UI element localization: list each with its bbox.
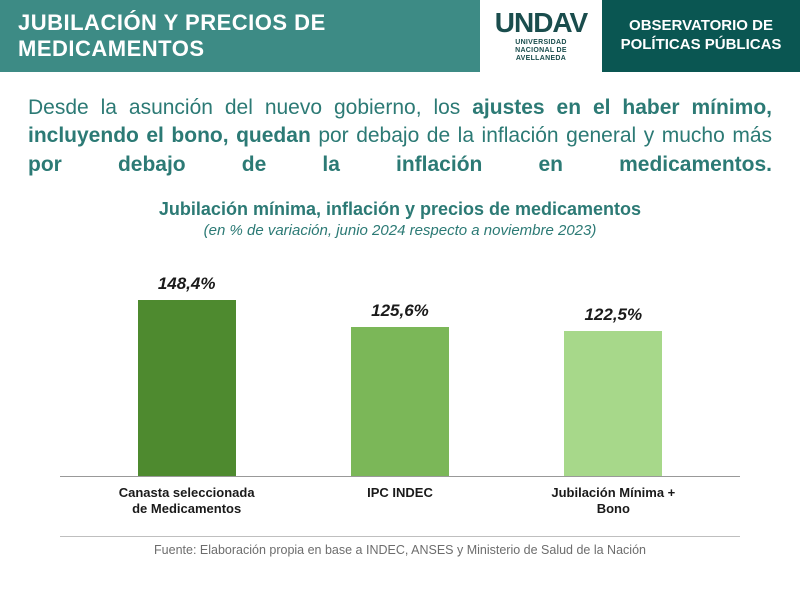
desc-bold-1: por debajo de la inflación en medicament… <box>28 153 772 176</box>
desc-part-1: por debajo de la inflación general y muc… <box>311 124 772 147</box>
labels-row: Canasta seleccionada de Medicamentos IPC … <box>60 477 740 518</box>
bar-category-label-1: IPC INDEC <box>325 485 475 518</box>
description-paragraph: Desde la asunción del nuevo gobierno, lo… <box>0 72 800 189</box>
source-text: Fuente: Elaboración propia en base a IND… <box>60 536 740 557</box>
logo-main: UNDAV <box>495 9 587 37</box>
bar-category-label-0: Canasta seleccionada de Medicamentos <box>112 485 262 518</box>
chart-title: Jubilación mínima, inflación y precios d… <box>60 199 740 220</box>
bar-group-1: 125,6% <box>325 301 475 476</box>
header-observatory-block: OBSERVATORIO DE POLÍTICAS PÚBLICAS <box>602 0 800 72</box>
logo-block: UNDAV UNIVERSIDADNACIONAL DEAVELLANEDA <box>480 0 602 72</box>
bar-group-2: 122,5% <box>538 305 688 476</box>
header-observatory: OBSERVATORIO DE POLÍTICAS PÚBLICAS <box>610 17 792 55</box>
logo-subtext: UNIVERSIDADNACIONAL DEAVELLANEDA <box>515 39 567 63</box>
bar-value-label-0: 148,4% <box>158 274 216 294</box>
bar-category-label-2: Jubilación Mínima + Bono <box>538 485 688 518</box>
bars-container: 148,4% 125,6% 122,5% <box>60 259 740 477</box>
header-bar: JUBILACIÓN Y PRECIOS DE MEDICAMENTOS UND… <box>0 0 800 72</box>
bar-1 <box>351 327 449 476</box>
header-title-block: JUBILACIÓN Y PRECIOS DE MEDICAMENTOS <box>0 0 480 72</box>
bar-value-label-2: 122,5% <box>584 305 642 325</box>
bar-0 <box>138 300 236 476</box>
bar-2 <box>564 331 662 476</box>
desc-part-0: Desde la asunción del nuevo gobierno, lo… <box>28 96 472 119</box>
chart-subtitle: (en % de variación, junio 2024 respecto … <box>60 222 740 239</box>
bar-group-0: 148,4% <box>112 274 262 476</box>
bar-value-label-1: 125,6% <box>371 301 429 321</box>
header-title: JUBILACIÓN Y PRECIOS DE MEDICAMENTOS <box>18 10 480 62</box>
chart-area: Jubilación mínima, inflación y precios d… <box>0 189 800 518</box>
